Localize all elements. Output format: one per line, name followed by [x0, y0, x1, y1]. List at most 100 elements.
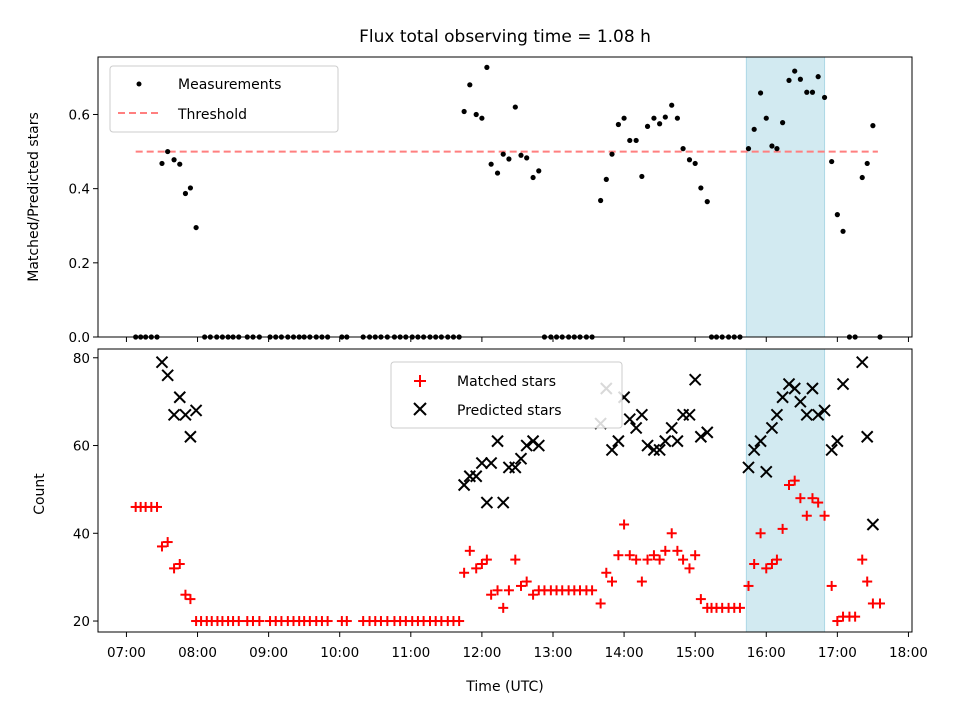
shaded-band-top: [745, 56, 826, 338]
predicted-stars-point: [806, 382, 819, 395]
matched-stars-point: [322, 616, 333, 627]
measurement-point: [187, 185, 194, 191]
predicted-stars-point: [497, 496, 510, 509]
measurement-point: [657, 121, 663, 127]
measurement-point: [494, 170, 501, 176]
predicted-stars-series: [155, 355, 880, 531]
matched-stars-point: [642, 554, 653, 565]
measurement-point: [488, 161, 494, 167]
legend-marker-predicted: [413, 402, 427, 416]
measurement-point: [804, 89, 810, 95]
predicted-stars-point: [659, 434, 672, 448]
legend-marker-matched: [414, 375, 426, 387]
predicted-stars-point: [475, 456, 489, 470]
measurement-point: [633, 137, 639, 144]
x-tick-label: 18:00: [889, 645, 928, 661]
measurement-point: [870, 123, 876, 129]
matched-stars-point: [174, 558, 185, 569]
matched-stars-point: [476, 558, 487, 569]
predicted-stars-point: [776, 391, 789, 404]
matched-stars-point: [761, 563, 772, 574]
measurement-point: [621, 115, 627, 121]
predicted-stars-point: [167, 408, 181, 422]
measurement-point: [524, 155, 530, 161]
x-axis-ticks-top: [125, 337, 909, 342]
matched-stars-point: [807, 493, 818, 504]
matched-stars-point: [648, 550, 659, 561]
matched-stars-point: [613, 550, 624, 561]
predicted-stars-point: [161, 369, 174, 382]
measurement-point: [165, 148, 171, 155]
measurement-point: [615, 121, 621, 128]
matched-stars-point: [666, 528, 677, 539]
matched-stars-point: [503, 585, 514, 596]
matched-stars-point: [819, 510, 830, 521]
predicted-stars-point: [836, 377, 850, 391]
predicted-stars-point: [173, 391, 186, 404]
x-tick-label: 07:00: [107, 645, 146, 661]
predicted-stars-point: [800, 408, 813, 422]
matched-stars-point: [162, 537, 173, 548]
predicted-stars-point: [811, 408, 825, 422]
measurement-point: [692, 160, 698, 167]
matched-stars-point: [636, 576, 647, 587]
predicted-stars-point: [856, 355, 869, 369]
predicted-stars-point: [484, 456, 498, 470]
legend-top: Measurements Threshold: [109, 65, 339, 133]
predicted-stars-point: [818, 404, 831, 417]
matched-stars-point: [510, 554, 521, 565]
matched-stars-point: [624, 550, 635, 561]
y-tick-label: 0.6: [69, 107, 90, 123]
measurement-point: [757, 90, 764, 96]
matched-stars-point: [631, 554, 642, 565]
matched-stars-point: [684, 563, 695, 574]
matched-stars-point: [813, 497, 824, 508]
predicted-stars-point: [491, 434, 504, 448]
y-axis-ticks-top: 0.0 0.2 0.4 0.6: [69, 107, 98, 346]
measurement-point: [786, 77, 792, 83]
matched-stars-point: [169, 563, 180, 574]
predicted-stars-point: [532, 439, 545, 452]
measurement-point: [751, 126, 757, 132]
x-tick-label: 16:00: [747, 645, 786, 661]
axes-frame-top: [97, 56, 913, 338]
matched-stars-point: [660, 545, 671, 556]
matched-stars-point: [690, 550, 701, 561]
measurement-point: [603, 176, 609, 182]
measurement-point: [639, 173, 645, 180]
measurement-point: [774, 146, 780, 152]
predicted-stars-point: [770, 408, 784, 422]
matched-stars-point: [481, 554, 492, 565]
predicted-stars-point: [671, 434, 684, 448]
measurement-point: [815, 74, 821, 80]
matched-stars-point: [784, 480, 795, 491]
predicted-stars-point: [788, 382, 801, 395]
predicted-stars-point: [520, 439, 533, 452]
matched-stars-point: [233, 616, 244, 627]
measurement-point: [669, 102, 675, 108]
matched-stars-point: [862, 576, 873, 587]
legend-label-predicted: Predicted stars: [457, 403, 562, 419]
measurement-point: [821, 94, 828, 101]
measurement-point: [171, 157, 177, 163]
measurement-point: [461, 108, 467, 115]
measurement-point: [864, 160, 870, 167]
matched-stars-point: [695, 594, 706, 605]
measurement-point: [627, 137, 633, 144]
matched-stars-point: [771, 554, 782, 565]
legend-label-measurements: Measurements: [178, 77, 281, 93]
matched-stars-point: [595, 598, 606, 609]
predicted-stars-point: [189, 404, 203, 417]
matched-stars-point: [777, 523, 788, 534]
predicted-stars-point: [765, 421, 779, 435]
measurement-point: [530, 174, 536, 181]
matched-stars-point: [185, 594, 196, 605]
x-tick-label: 09:00: [249, 645, 288, 661]
measurement-point: [536, 168, 542, 174]
matched-stars-point: [832, 616, 843, 627]
measurement-point: [500, 151, 506, 157]
matched-stars-point: [795, 493, 806, 504]
measurement-point: [644, 123, 651, 129]
matched-stars-point: [850, 611, 861, 622]
